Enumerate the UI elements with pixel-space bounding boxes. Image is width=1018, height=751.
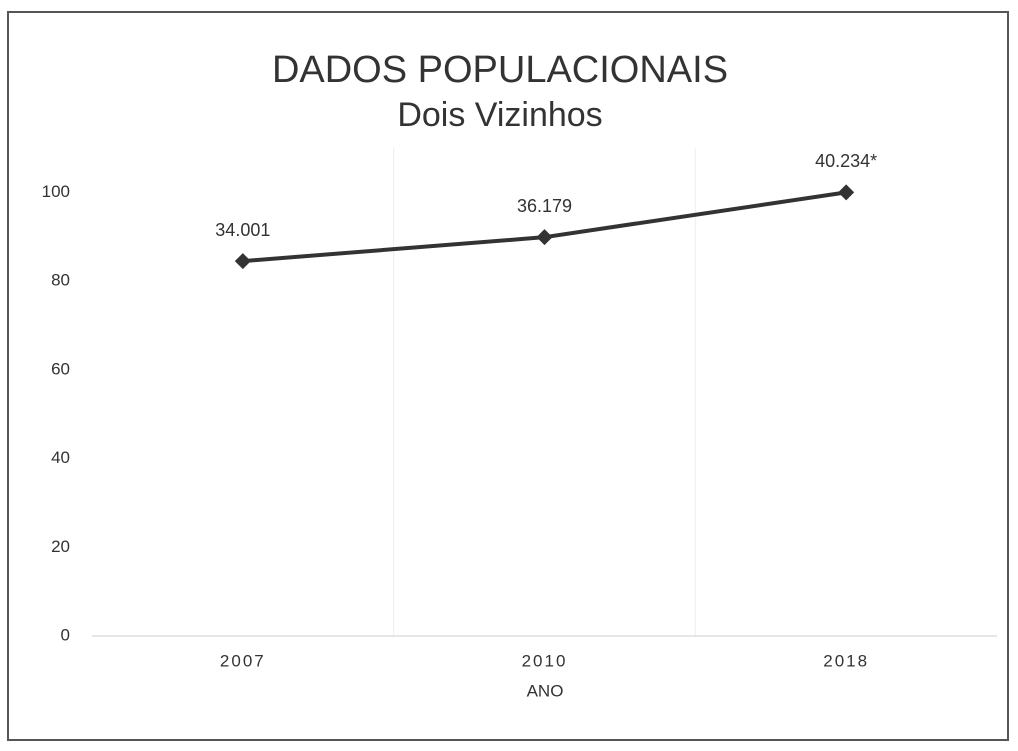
x-tick-label: 2007	[220, 651, 266, 670]
y-tick-label: 80	[51, 271, 70, 290]
data-marker	[838, 184, 855, 201]
y-tick-label: 0	[61, 625, 70, 644]
x-axis-label: ANO	[527, 681, 564, 700]
y-tick-label: 60	[51, 359, 70, 378]
y-tick-label: 40	[51, 448, 70, 467]
data-label: 40.234*	[815, 151, 877, 171]
x-tick-label: 2010	[522, 651, 568, 670]
data-label: 36.179	[517, 196, 572, 216]
chart-border	[7, 11, 1009, 741]
data-marker	[536, 229, 553, 246]
data-label: 34.001	[215, 220, 270, 240]
y-tick-label: 20	[51, 537, 70, 556]
chart-subtitle: Dois Vizinhos	[397, 96, 602, 134]
chart-title: DADOS POPULACIONAIS	[272, 49, 728, 91]
y-tick-label: 100	[42, 182, 70, 201]
x-tick-label: 2018	[823, 651, 869, 670]
data-marker	[234, 253, 251, 270]
